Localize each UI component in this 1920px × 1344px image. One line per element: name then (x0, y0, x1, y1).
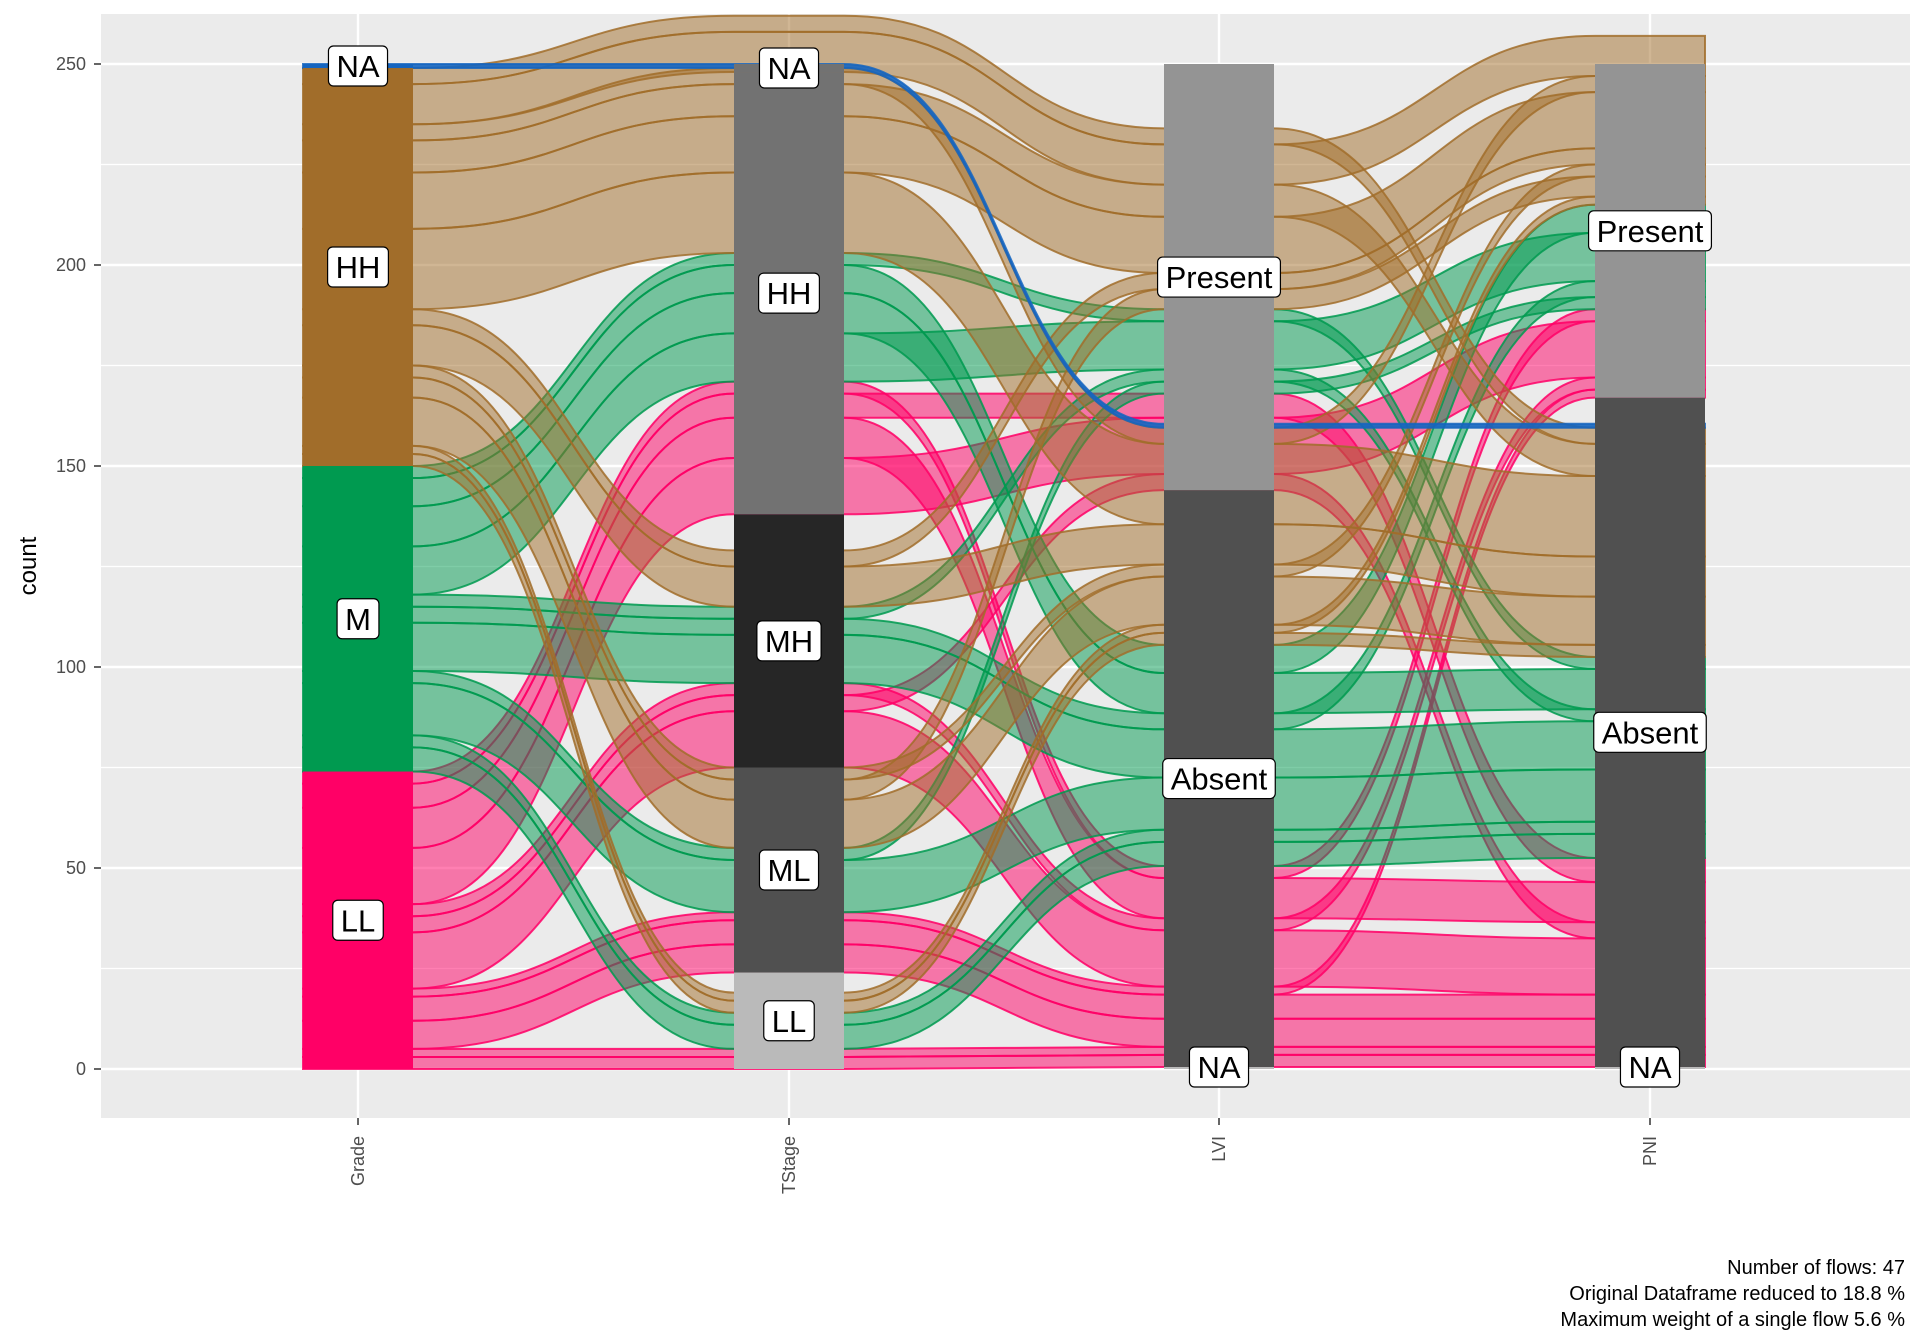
y-axis-title: count (15, 536, 42, 595)
stratum-label-text: NA (336, 49, 379, 84)
stratum-label-box (758, 849, 820, 891)
stratum-label-lvi-na: NA (1188, 1046, 1250, 1088)
stratum-label-box (1593, 711, 1707, 753)
stratum-label-text: Absent (1602, 715, 1699, 750)
y-tick-label: 150 (56, 456, 86, 476)
stratum-label-text: NA (767, 51, 810, 86)
stratum-label-box (327, 45, 389, 87)
stratum-label-box (1188, 1046, 1250, 1088)
stratum-label-text: ML (767, 853, 810, 888)
stratum-label-pni-absent: Absent (1593, 711, 1707, 753)
stratum-label-box (758, 47, 820, 89)
stratum-label-box (1619, 1046, 1681, 1088)
stratum-label-box (758, 272, 820, 314)
y-tick-label: 200 (56, 255, 86, 275)
y-tick-label: 0 (76, 1059, 86, 1079)
stratum-label-pni-na: NA (1619, 1046, 1681, 1088)
stratum-label-lvi-present: Present (1156, 256, 1282, 298)
strata-layer: LL M HH NA LL ML MH HH NA NA Absent Present NA Absent… (303, 45, 1713, 1088)
stratum-label-text: HH (336, 250, 381, 285)
stratum-label-box (1162, 757, 1276, 800)
stratum-label-box (332, 899, 384, 941)
stratum-label-box (327, 246, 389, 288)
stratum-label-box (1587, 210, 1713, 252)
x-tick-label-lvi: LVI (1209, 1136, 1229, 1162)
stratum-label-text: NA (1628, 1050, 1671, 1085)
caption-line-2: Original Dataframe reduced to 18.8 % (1569, 1283, 1905, 1305)
stratum-label-grade-na: NA (327, 45, 389, 87)
stratum-label-text: NA (1197, 1050, 1240, 1085)
y-tick-label: 100 (56, 657, 86, 677)
x-tick-label-tstage: TStage (779, 1136, 799, 1194)
stratum-label-pni-present: Present (1587, 210, 1713, 252)
stratum-label-tstage-na: NA (758, 47, 820, 89)
stratum-label-box (336, 598, 380, 640)
stratum-label-text: M (345, 602, 371, 637)
x-tick-label-grade: Grade (348, 1136, 368, 1186)
caption-line-3: Maximum weight of a single flow 5.6 % (1560, 1309, 1905, 1331)
stratum-label-box (763, 1000, 815, 1042)
stratum-label-text: Absent (1171, 762, 1268, 797)
y-tick-labels: 0 50 100 150 200 250 (56, 54, 101, 1079)
stratum-label-tstage-mh: MH (756, 620, 822, 662)
stratum-label-text: HH (767, 276, 812, 311)
stratum-label-tstage-hh: HH (758, 272, 820, 314)
y-tick-label: 50 (66, 858, 86, 878)
stratum-label-box (756, 620, 822, 662)
stratum-label-text: Present (1597, 214, 1704, 249)
stratum-label-grade-ll: LL (332, 899, 384, 941)
x-tick-labels: Grade TStage LVI PNI (348, 1118, 1660, 1194)
stratum-label-text: Present (1166, 260, 1273, 295)
x-tick-label-pni: PNI (1640, 1136, 1660, 1166)
stratum-label-text: LL (772, 1004, 806, 1039)
stratum-label-tstage-ml: ML (758, 849, 820, 891)
stratum-label-grade-m: M (336, 598, 380, 640)
stratum-label-lvi-absent: Absent (1162, 757, 1276, 800)
stratum-label-grade-hh: HH (327, 246, 389, 288)
stratum-label-text: LL (341, 903, 375, 938)
y-tick-label: 250 (56, 54, 86, 74)
flow-ll-ll-absent-absent (302, 1045, 1706, 1058)
stratum-label-text: MH (765, 624, 813, 659)
stratum-label-tstage-ll: LL (763, 1000, 815, 1042)
caption-line-1: Number of flows: 47 (1727, 1257, 1905, 1279)
stratum-label-box (1156, 256, 1282, 298)
